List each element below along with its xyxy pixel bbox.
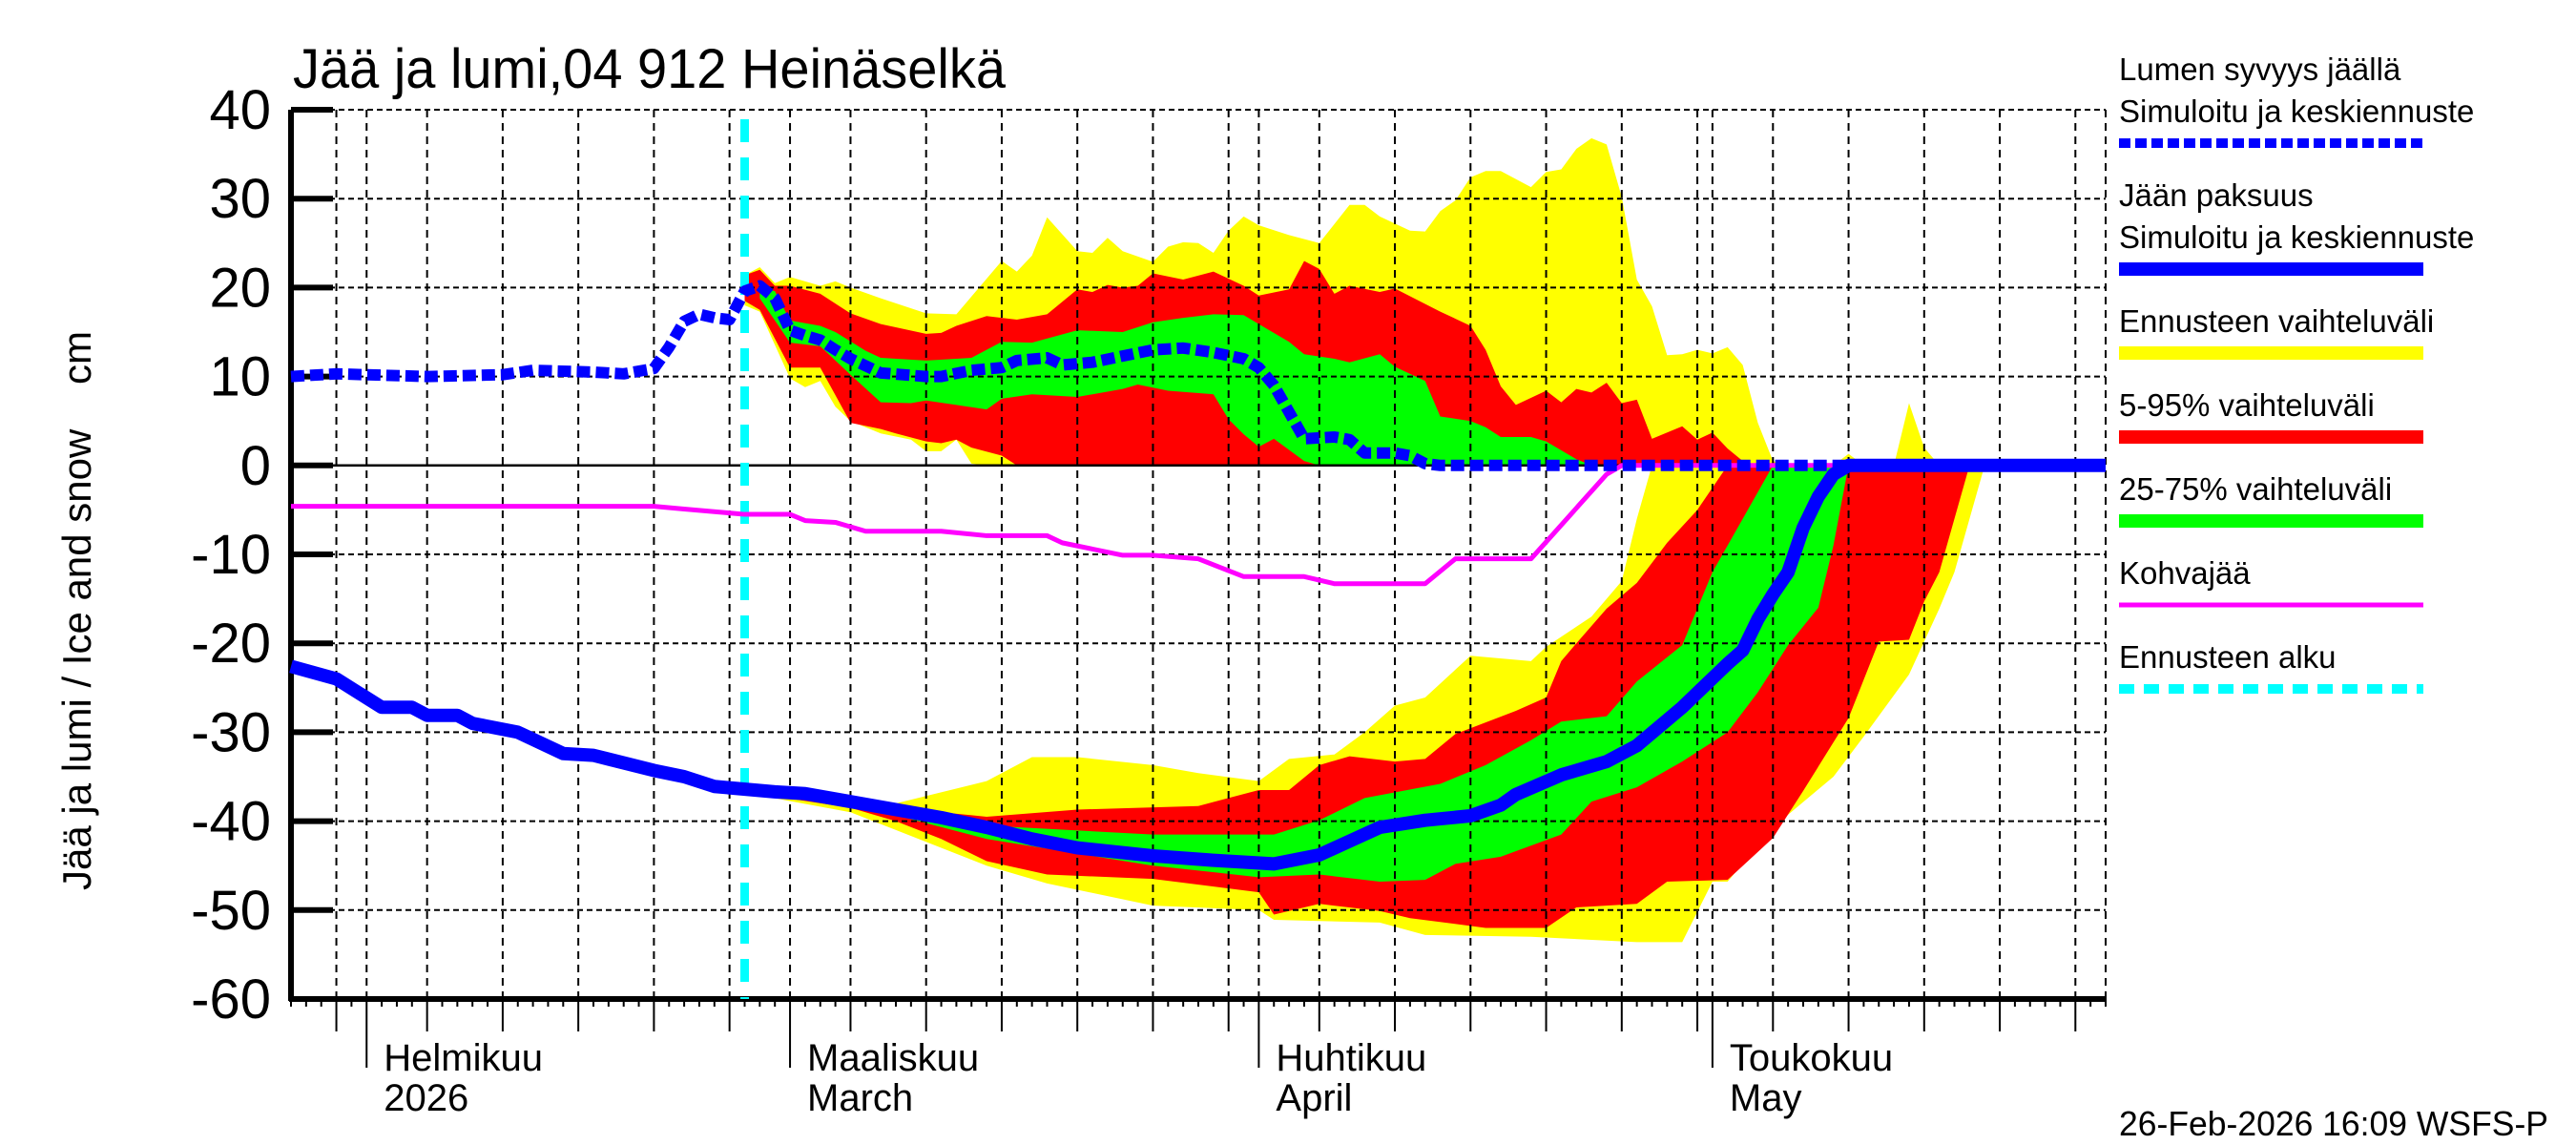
series-solid-thick-line	[289, 458, 2106, 871]
month-label: Huhtikuu	[1276, 1037, 1426, 1079]
band-ice-3	[744, 465, 2106, 882]
legend-label: Kohvajää	[2119, 555, 2251, 591]
chart-title: Jää ja lumi,04 912 Heinäselkä	[293, 38, 1007, 100]
y-tick-label: 40	[209, 79, 271, 141]
data-lines	[289, 119, 2106, 999]
y-axis-title: Jää ja lumi / Ice and snow cm	[54, 331, 99, 890]
y-tick-label: -40	[191, 791, 271, 853]
month-sublabel: April	[1276, 1077, 1352, 1119]
month-label: Toukokuu	[1730, 1037, 1893, 1079]
y-tick-label: -60	[191, 968, 271, 1030]
legend-label: Simuloitu ja keskiennuste	[2119, 94, 2474, 129]
y-tick-label: 30	[209, 168, 271, 230]
month-sublabel: 2026	[384, 1077, 468, 1119]
month-label: Helmikuu	[384, 1037, 543, 1079]
legend-label: 25-75% vaihteluväli	[2119, 471, 2392, 507]
series-dotted-line	[290, 280, 2106, 471]
legend-label: Ennusteen vaihteluväli	[2119, 303, 2434, 339]
footer-timestamp: 26-Feb-2026 16:09 WSFS-P	[2119, 1104, 2548, 1143]
month-sublabel: May	[1730, 1077, 1802, 1119]
legend: Lumen syvyys jäällä Simuloitu ja keskienn…	[2119, 52, 2474, 694]
legend-label: Lumen syvyys jäällä	[2119, 52, 2401, 87]
y-tick-label: -50	[191, 880, 271, 942]
y-tick-label: 0	[240, 435, 271, 497]
band-snow-3	[759, 287, 1592, 466]
y-tick-label: 10	[209, 346, 271, 408]
legend-label: Simuloitu ja keskiennuste	[2119, 219, 2474, 255]
legend-label: 5-95% vaihteluväli	[2119, 387, 2375, 423]
month-label: Maaliskuu	[807, 1037, 979, 1079]
y-tick-label: -20	[191, 613, 271, 675]
legend-label: Jään paksuus	[2119, 177, 2314, 213]
grid-lines	[291, 109, 2107, 999]
y-tick-label: 20	[209, 257, 271, 319]
month-sublabel: March	[807, 1077, 913, 1119]
y-tick-label: -30	[191, 701, 271, 763]
series-solid-thin-line	[291, 463, 2106, 587]
legend-label: Ennusteen alku	[2119, 639, 2337, 675]
y-tick-label: -10	[191, 524, 271, 586]
